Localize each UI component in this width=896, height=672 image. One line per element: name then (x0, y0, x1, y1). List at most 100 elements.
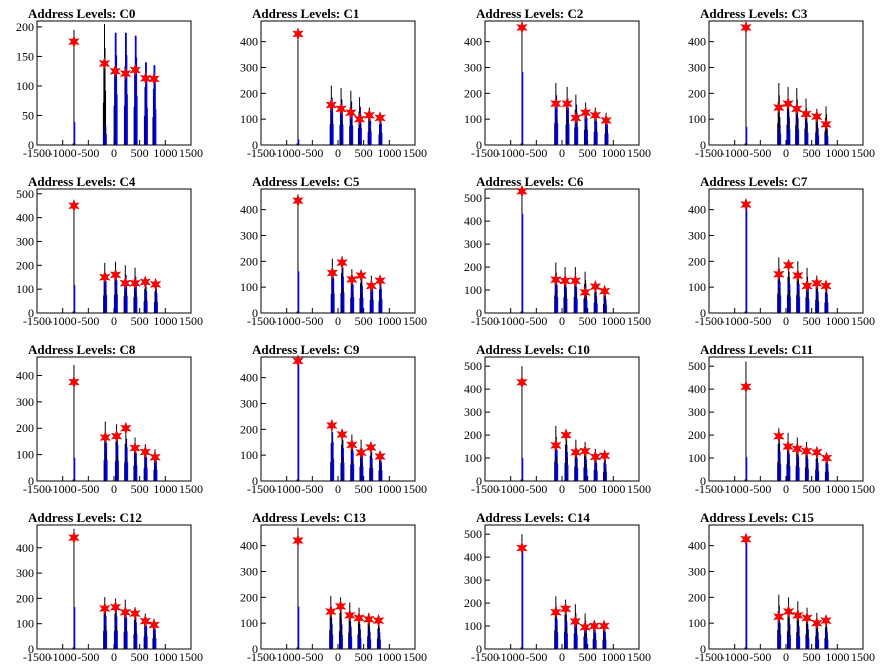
peak-marker (68, 198, 80, 213)
x-tick-label: 1000 (601, 482, 625, 496)
x-tick-label: -1500 (695, 650, 723, 664)
y-tick-label: 200 (464, 596, 482, 610)
x-tick-label: 1000 (601, 314, 625, 328)
peak-marker (810, 445, 823, 460)
peak-marker (810, 616, 823, 630)
peak-marker (343, 608, 356, 623)
x-tick-label: 1500 (403, 482, 427, 496)
x-tick-label: -500 (749, 482, 771, 496)
panel-title: Address Levels: C6 (476, 174, 584, 189)
panel-4: Address Levels: C40100200300400500-1500-… (16, 174, 203, 328)
x-tick-label: 500 (131, 146, 149, 160)
panel-5: Address Levels: C5 0 100 200 300 400 -1500-100… (240, 174, 427, 328)
y-tick-label: 300 (464, 237, 482, 251)
peak-marker (820, 279, 832, 293)
x-tick-label: 1000 (377, 314, 401, 328)
y-tick-label: 200 (464, 260, 482, 274)
peak-marker (374, 273, 386, 288)
y-tick-label: 200 (688, 254, 706, 268)
x-tick-label: 500 (579, 314, 597, 328)
x-tick-label: 500 (803, 650, 821, 664)
x-tick-label: 0 (783, 482, 789, 496)
x-tick-label: 500 (579, 482, 597, 496)
peak-marker (129, 63, 142, 77)
peak-marker (589, 279, 602, 294)
y-tick-label: 100 (464, 112, 482, 126)
peak-marker (589, 108, 602, 123)
peak-marker (336, 427, 348, 442)
x-tick-label: -1500 (471, 314, 499, 328)
y-tick-label: 0 (252, 306, 258, 320)
panel-title: Address Levels: C7 (700, 174, 808, 189)
y-tick-label: 100 (464, 619, 482, 633)
panel-title: Address Levels: C1 (252, 6, 359, 21)
peak-marker (579, 444, 591, 458)
peak-marker (292, 193, 304, 208)
peak-marker (569, 614, 582, 629)
panel-8: Address Levels: C8 0 100 200 300 400 -1500-100… (16, 342, 203, 496)
peak-marker (344, 105, 357, 120)
panel-title: Address Levels: C15 (700, 510, 814, 525)
panel-3: Address Levels: C3 0 100 200 300 400 -1500-100… (688, 6, 875, 160)
y-tick-label: 0 (28, 138, 34, 152)
x-tick-label: -500 (525, 650, 547, 664)
y-tick-label: 300 (240, 565, 258, 579)
peak-marker (549, 438, 562, 453)
peak-marker (516, 20, 528, 35)
y-tick-label: 500 (688, 359, 706, 373)
x-tick-label: -1000 (273, 482, 301, 496)
x-tick-label: -1500 (23, 146, 51, 160)
peak-marker (149, 277, 162, 292)
y-tick-label: 200 (16, 20, 34, 34)
peak-marker (569, 111, 582, 125)
peak-marker (782, 604, 795, 619)
peak-marker (365, 440, 377, 455)
y-tick-label: 100 (464, 283, 482, 297)
peak-marker (740, 380, 752, 394)
x-tick-label: 1500 (179, 314, 203, 328)
panel-11: Address Levels: C11 0 100 200 300 400 500 -1500… (688, 342, 875, 496)
panel-6: Address Levels: C60100200300400500-1500-… (464, 174, 651, 328)
y-tick-label: 200 (688, 428, 706, 442)
x-tick-label: 1500 (179, 650, 203, 664)
x-tick-label: -500 (301, 314, 323, 328)
peak-marker (365, 279, 378, 293)
peak-marker (579, 620, 591, 634)
x-tick-label: -500 (77, 650, 99, 664)
x-tick-label: 0 (111, 146, 117, 160)
peak-marker (139, 445, 152, 459)
panel-title: Address Levels: C12 (28, 510, 142, 525)
plot-frame (260, 188, 416, 314)
panel-2: Address Levels: C2 0 100 200 300 400 -1500-100… (464, 6, 651, 160)
y-tick-label: 150 (16, 49, 34, 63)
y-tick-label: 0 (28, 474, 34, 488)
y-tick-label: 300 (464, 405, 482, 419)
x-tick-label: 1000 (825, 314, 849, 328)
peak-marker (516, 375, 528, 390)
x-tick-label: -500 (301, 146, 323, 160)
peak-marker (569, 274, 582, 288)
peak-marker (324, 604, 337, 619)
panel-14: Address Levels: C14 0 100 200 300 400 500 -1500… (464, 510, 651, 664)
x-tick-label: 1500 (627, 482, 651, 496)
peak-marker (820, 117, 832, 132)
x-tick-label: 0 (111, 314, 117, 328)
panel-title: Address Levels: C3 (700, 6, 808, 21)
y-tick-label: 200 (464, 428, 482, 442)
plot-frame (36, 188, 192, 314)
x-tick-label: 1000 (825, 650, 849, 664)
y-tick-label: 200 (16, 421, 34, 435)
panel-title: Address Levels: C4 (28, 174, 136, 189)
x-tick-label: -1000 (497, 650, 525, 664)
panel-title: Address Levels: C8 (28, 342, 136, 357)
y-tick-label: 200 (464, 86, 482, 100)
x-tick-label: -500 (749, 650, 771, 664)
peak-marker (782, 96, 794, 111)
x-tick-label: -1500 (471, 146, 499, 160)
peak-marker (772, 267, 785, 282)
peak-marker (772, 429, 785, 443)
peak-marker (549, 96, 562, 111)
y-tick-label: 0 (700, 642, 706, 656)
x-tick-label: -500 (77, 482, 99, 496)
